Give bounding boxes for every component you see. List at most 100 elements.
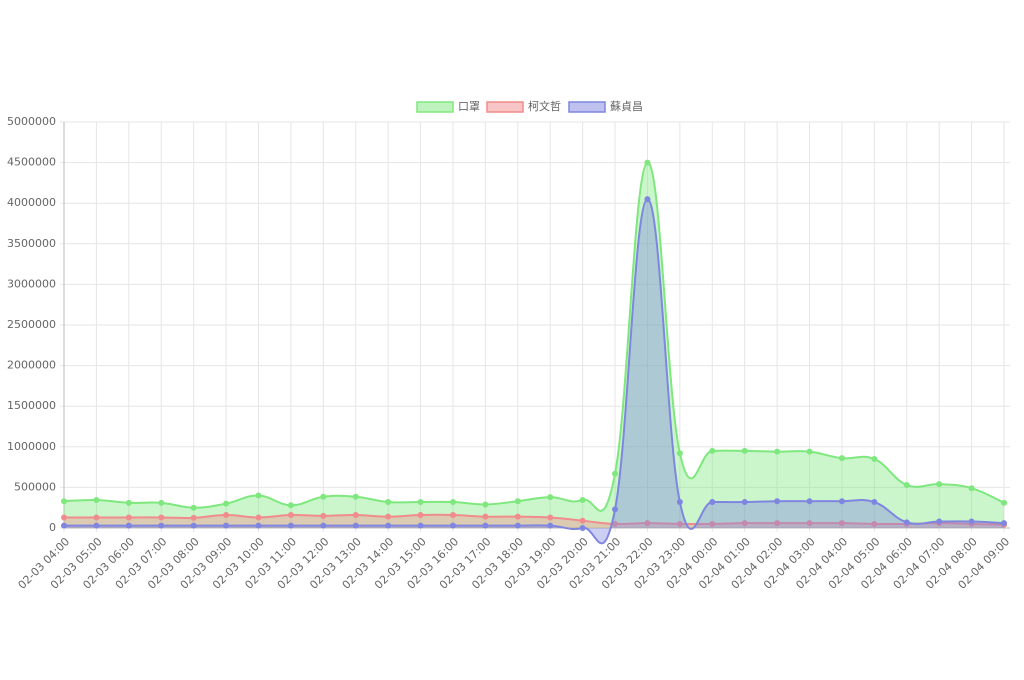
point xyxy=(352,512,359,519)
point xyxy=(579,525,586,531)
point xyxy=(612,506,619,513)
point xyxy=(903,481,910,488)
legend-label: 口罩 xyxy=(458,100,480,113)
point xyxy=(936,518,943,525)
point xyxy=(709,520,716,527)
point xyxy=(417,512,424,519)
point xyxy=(190,504,197,511)
point xyxy=(838,520,845,527)
legend-swatch xyxy=(568,101,606,113)
point xyxy=(449,512,456,519)
point xyxy=(741,520,748,527)
point xyxy=(223,522,230,529)
point xyxy=(255,514,262,521)
point xyxy=(93,496,100,503)
point xyxy=(709,499,716,506)
y-tick-label: 4000000 xyxy=(7,196,56,209)
y-tick-label: 3000000 xyxy=(7,277,56,290)
legend-swatch xyxy=(486,101,524,113)
point xyxy=(449,499,456,506)
point xyxy=(644,196,651,203)
point xyxy=(968,485,975,492)
point xyxy=(838,498,845,505)
point xyxy=(223,512,230,519)
y-tick-label: 0 xyxy=(49,521,56,534)
point xyxy=(612,470,619,477)
point xyxy=(514,513,521,520)
point xyxy=(903,519,910,526)
point xyxy=(806,448,813,455)
point xyxy=(125,522,132,529)
point xyxy=(93,522,100,529)
legend-swatch xyxy=(416,101,454,113)
point xyxy=(514,498,521,505)
point xyxy=(287,522,294,529)
point xyxy=(158,499,165,506)
point xyxy=(644,520,651,527)
y-tick-label: 5000000 xyxy=(7,115,56,128)
point xyxy=(547,522,554,529)
point xyxy=(547,514,554,521)
point xyxy=(806,520,813,527)
point xyxy=(352,493,359,500)
point xyxy=(579,496,586,503)
legend-label: 蘇貞昌 xyxy=(610,100,643,113)
point xyxy=(385,499,392,506)
point xyxy=(417,499,424,506)
point xyxy=(514,522,521,529)
y-tick-label: 1500000 xyxy=(7,399,56,412)
point xyxy=(579,517,586,524)
point xyxy=(936,481,943,488)
point xyxy=(871,455,878,462)
y-tick-label: 500000 xyxy=(14,480,56,493)
point xyxy=(676,499,683,506)
point xyxy=(61,514,67,521)
point xyxy=(482,501,489,508)
y-tick-label: 4500000 xyxy=(7,156,56,169)
point xyxy=(871,499,878,506)
y-tick-label: 2000000 xyxy=(7,359,56,372)
point xyxy=(806,498,813,505)
point xyxy=(838,455,845,462)
point xyxy=(676,450,683,457)
point xyxy=(741,447,748,454)
area-fill xyxy=(64,162,1004,528)
point xyxy=(612,520,619,527)
point xyxy=(774,498,781,505)
point xyxy=(61,522,67,529)
point xyxy=(287,502,294,509)
point xyxy=(61,498,67,505)
point xyxy=(547,494,554,501)
y-tick-label: 2500000 xyxy=(7,318,56,331)
point xyxy=(385,522,392,529)
point xyxy=(125,514,132,521)
point xyxy=(125,499,132,506)
point xyxy=(190,522,197,529)
point xyxy=(352,522,359,529)
point xyxy=(320,512,327,519)
point xyxy=(385,513,392,520)
point xyxy=(255,522,262,529)
point xyxy=(709,447,716,454)
point xyxy=(774,448,781,455)
point xyxy=(255,492,262,499)
point xyxy=(320,522,327,529)
point xyxy=(287,512,294,519)
point xyxy=(417,522,424,529)
point xyxy=(482,522,489,529)
point xyxy=(223,500,230,507)
point xyxy=(482,513,489,520)
point xyxy=(158,522,165,529)
point xyxy=(1001,520,1007,527)
point xyxy=(320,493,327,500)
point xyxy=(158,514,165,521)
point xyxy=(871,520,878,527)
point xyxy=(644,159,651,166)
y-tick-label: 3500000 xyxy=(7,237,56,250)
point xyxy=(741,499,748,506)
point xyxy=(676,520,683,527)
series-line xyxy=(63,513,1005,526)
y-tick-label: 1000000 xyxy=(7,440,56,453)
point xyxy=(774,520,781,527)
